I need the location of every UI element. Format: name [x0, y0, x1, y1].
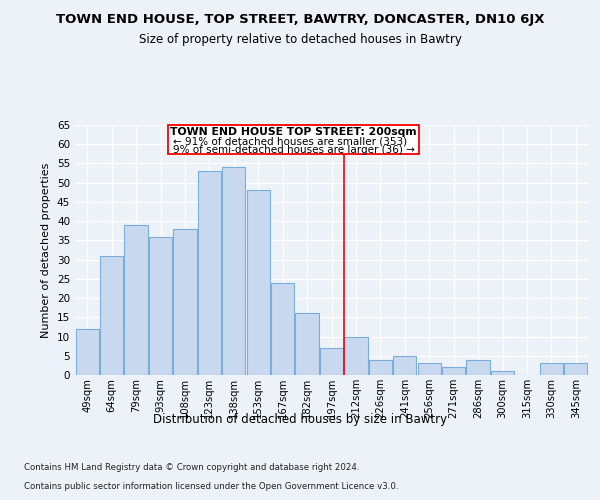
Bar — [198, 171, 221, 375]
Bar — [369, 360, 392, 375]
Bar — [295, 314, 319, 375]
Bar — [271, 282, 294, 375]
Bar — [418, 364, 441, 375]
Bar — [393, 356, 416, 375]
Bar — [149, 236, 172, 375]
Bar — [247, 190, 270, 375]
Bar — [344, 336, 368, 375]
Text: TOWN END HOUSE TOP STREET: 200sqm: TOWN END HOUSE TOP STREET: 200sqm — [170, 127, 417, 137]
Text: 9% of semi-detached houses are larger (36) →: 9% of semi-detached houses are larger (3… — [173, 146, 415, 156]
Bar — [540, 364, 563, 375]
Text: Contains HM Land Registry data © Crown copyright and database right 2024.: Contains HM Land Registry data © Crown c… — [24, 464, 359, 472]
FancyBboxPatch shape — [168, 125, 419, 154]
Text: TOWN END HOUSE, TOP STREET, BAWTRY, DONCASTER, DN10 6JX: TOWN END HOUSE, TOP STREET, BAWTRY, DONC… — [56, 12, 544, 26]
Bar — [124, 225, 148, 375]
Bar — [222, 168, 245, 375]
Text: ← 91% of detached houses are smaller (353): ← 91% of detached houses are smaller (35… — [173, 136, 407, 146]
Bar — [442, 368, 465, 375]
Bar — [466, 360, 490, 375]
Text: Contains public sector information licensed under the Open Government Licence v3: Contains public sector information licen… — [24, 482, 398, 491]
Bar — [173, 229, 197, 375]
Text: Distribution of detached houses by size in Bawtry: Distribution of detached houses by size … — [153, 412, 447, 426]
Bar — [76, 329, 99, 375]
Bar — [100, 256, 123, 375]
Bar — [491, 371, 514, 375]
Bar — [564, 364, 587, 375]
Text: Size of property relative to detached houses in Bawtry: Size of property relative to detached ho… — [139, 32, 461, 46]
Y-axis label: Number of detached properties: Number of detached properties — [41, 162, 52, 338]
Bar — [320, 348, 343, 375]
